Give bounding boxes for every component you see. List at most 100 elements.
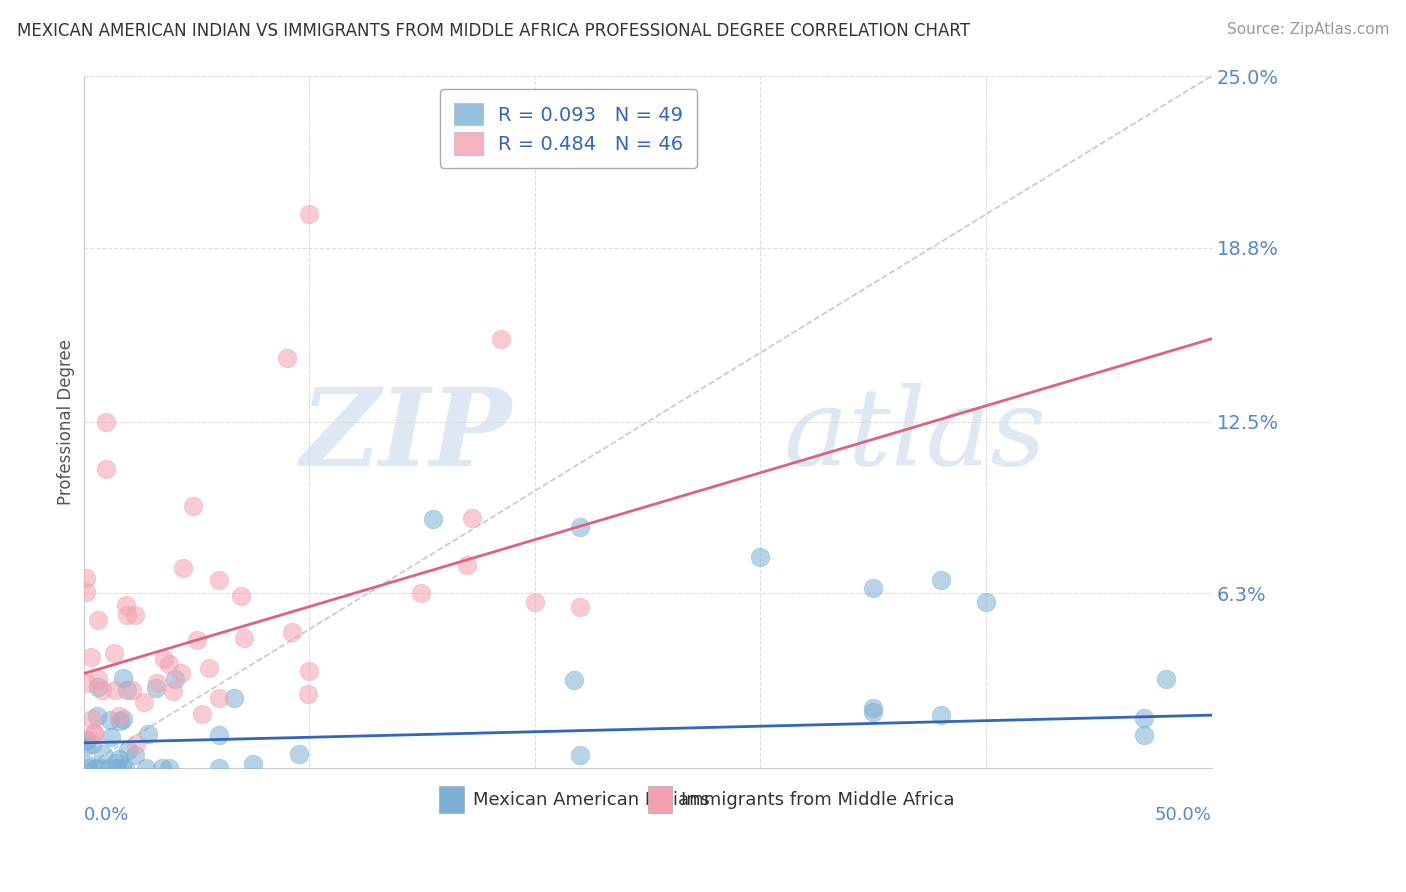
Point bbox=[108, 752, 131, 766]
Point bbox=[523, 595, 546, 609]
Point bbox=[124, 608, 146, 623]
Point bbox=[297, 687, 319, 701]
Point bbox=[162, 683, 184, 698]
Point bbox=[749, 550, 772, 565]
Point bbox=[568, 748, 591, 763]
Point bbox=[108, 714, 131, 728]
Point bbox=[489, 332, 512, 346]
Point bbox=[110, 761, 132, 775]
Point bbox=[862, 701, 884, 715]
Point bbox=[208, 728, 231, 742]
Point bbox=[190, 707, 212, 722]
Point bbox=[125, 737, 148, 751]
Text: Immigrants from Middle Africa: Immigrants from Middle Africa bbox=[682, 790, 955, 808]
Point bbox=[157, 761, 180, 775]
Point bbox=[568, 520, 591, 534]
Point bbox=[76, 733, 98, 747]
Point bbox=[136, 727, 159, 741]
Text: atlas: atlas bbox=[783, 383, 1046, 488]
Point bbox=[105, 756, 128, 771]
Point bbox=[114, 761, 136, 775]
Point bbox=[862, 706, 884, 720]
Point bbox=[76, 676, 98, 690]
FancyBboxPatch shape bbox=[439, 787, 464, 813]
Text: Mexican American Indians: Mexican American Indians bbox=[472, 790, 710, 808]
Point bbox=[165, 672, 187, 686]
Point bbox=[1133, 728, 1156, 742]
Point bbox=[75, 571, 97, 585]
Point bbox=[117, 743, 139, 757]
Point bbox=[107, 761, 129, 775]
Text: 0.0%: 0.0% bbox=[83, 805, 129, 823]
Point bbox=[287, 747, 309, 762]
Point bbox=[124, 747, 146, 762]
Point bbox=[169, 666, 191, 681]
Point bbox=[298, 207, 321, 221]
Point bbox=[159, 657, 181, 672]
Point bbox=[298, 664, 321, 678]
FancyBboxPatch shape bbox=[648, 787, 672, 813]
Point bbox=[77, 758, 100, 772]
Point bbox=[134, 695, 156, 709]
Point bbox=[80, 712, 103, 726]
Point bbox=[98, 713, 121, 727]
Point bbox=[115, 598, 138, 612]
Point bbox=[87, 613, 110, 627]
Point bbox=[461, 511, 484, 525]
Point bbox=[456, 558, 478, 573]
Point bbox=[75, 584, 97, 599]
Text: ZIP: ZIP bbox=[301, 383, 512, 489]
Point bbox=[198, 661, 221, 675]
Text: MEXICAN AMERICAN INDIAN VS IMMIGRANTS FROM MIDDLE AFRICA PROFESSIONAL DEGREE COR: MEXICAN AMERICAN INDIAN VS IMMIGRANTS FR… bbox=[17, 22, 970, 40]
Point bbox=[929, 708, 952, 723]
Point bbox=[145, 681, 167, 695]
Point bbox=[186, 633, 208, 648]
Point bbox=[103, 646, 125, 660]
Point bbox=[1133, 711, 1156, 725]
Point bbox=[564, 673, 586, 687]
Point bbox=[135, 761, 157, 775]
Point bbox=[224, 691, 246, 706]
Point bbox=[83, 726, 105, 740]
Point bbox=[115, 682, 138, 697]
Point bbox=[232, 631, 254, 645]
Point bbox=[87, 680, 110, 694]
Point bbox=[231, 589, 253, 603]
Point bbox=[208, 573, 231, 587]
Text: Source: ZipAtlas.com: Source: ZipAtlas.com bbox=[1226, 22, 1389, 37]
Point bbox=[568, 600, 591, 615]
Point bbox=[86, 761, 108, 775]
Point bbox=[86, 708, 108, 723]
Point bbox=[100, 730, 122, 744]
Point bbox=[208, 761, 231, 775]
Point bbox=[153, 652, 176, 666]
Point bbox=[98, 761, 121, 775]
Point bbox=[974, 595, 997, 609]
Point bbox=[862, 581, 884, 595]
Point bbox=[87, 673, 110, 687]
Text: 50.0%: 50.0% bbox=[1154, 805, 1212, 823]
Point bbox=[150, 761, 173, 775]
Point bbox=[117, 607, 139, 622]
Point bbox=[1156, 673, 1178, 687]
Point bbox=[146, 675, 169, 690]
Point bbox=[94, 462, 117, 476]
Point bbox=[94, 415, 117, 429]
Point bbox=[242, 757, 264, 772]
Point bbox=[172, 561, 194, 575]
Y-axis label: Professional Degree: Professional Degree bbox=[58, 339, 75, 505]
Point bbox=[208, 691, 231, 706]
Point bbox=[80, 649, 103, 664]
Point bbox=[91, 747, 114, 761]
Point bbox=[281, 625, 304, 640]
Point bbox=[276, 351, 298, 366]
Point bbox=[121, 682, 143, 697]
Point bbox=[90, 683, 112, 698]
Point bbox=[409, 586, 432, 600]
Point bbox=[111, 712, 134, 726]
Point bbox=[111, 672, 134, 686]
Point bbox=[422, 511, 444, 525]
Point bbox=[90, 761, 112, 775]
Point bbox=[75, 739, 97, 753]
Point bbox=[80, 737, 103, 751]
